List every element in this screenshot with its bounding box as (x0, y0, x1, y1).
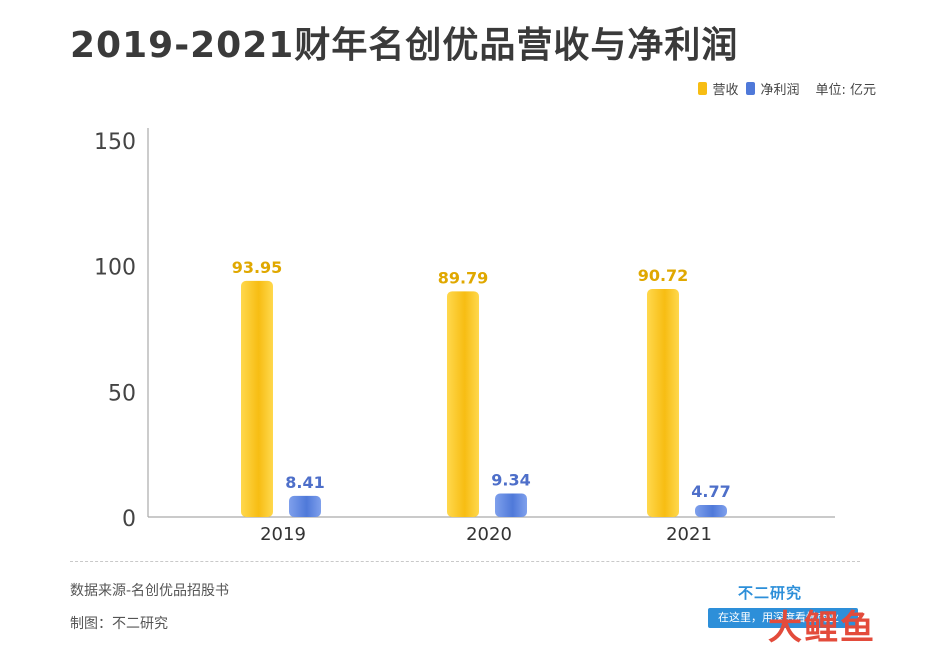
bar-profit-2021 (695, 505, 727, 517)
legend-label-revenue: 营收 (712, 83, 739, 98)
chart-title: 2019-2021财年名创优品营收与净利润 (70, 25, 739, 66)
y-tick-label-0: 0 (122, 507, 136, 532)
bar-revenue-2020 (447, 291, 479, 517)
data-label-revenue-2019: 93.95 (232, 258, 283, 277)
legend-label-profit: 净利润 (760, 83, 800, 98)
x-tick-label-2021: 2021 (666, 524, 712, 545)
x-tick-label-2019: 2019 (260, 524, 306, 545)
data-label-profit-2019: 8.41 (285, 473, 324, 492)
watermark-banner: 在这里，用深度看懂商业 (708, 608, 858, 628)
y-tick-label-2: 100 (94, 256, 136, 281)
legend-swatch-revenue (698, 82, 708, 95)
watermark-logo: 大鲤鱼 (768, 608, 876, 648)
watermark-brand: 不二研究 (738, 584, 803, 602)
footer-divider (70, 561, 860, 562)
legend-swatch-profit (746, 82, 756, 95)
x-tick-label-2020: 2020 (466, 524, 512, 545)
legend: 营收 净利润 单位: 亿元 (698, 79, 876, 98)
data-label-profit-2021: 4.77 (691, 482, 730, 501)
unit-label: 单位: 亿元 (815, 83, 876, 98)
data-label-revenue-2020: 89.79 (438, 268, 489, 287)
y-tick-label-1: 50 (108, 381, 136, 406)
legend-item-revenue: 营收 (698, 79, 738, 98)
bar-revenue-2021 (647, 288, 679, 517)
data-label-revenue-2021: 90.72 (638, 266, 689, 285)
bar-profit-2019 (289, 495, 321, 517)
data-source: 数据来源-名创优品招股书 (70, 583, 230, 599)
bar-profit-2020 (495, 493, 527, 517)
y-tick-label-3: 150 (94, 130, 136, 155)
bar-revenue-2019 (241, 280, 273, 517)
data-label-profit-2020: 9.34 (491, 471, 530, 490)
chart-maker: 制图：不二研究 (70, 616, 168, 632)
legend-item-profit: 净利润 (746, 79, 799, 98)
